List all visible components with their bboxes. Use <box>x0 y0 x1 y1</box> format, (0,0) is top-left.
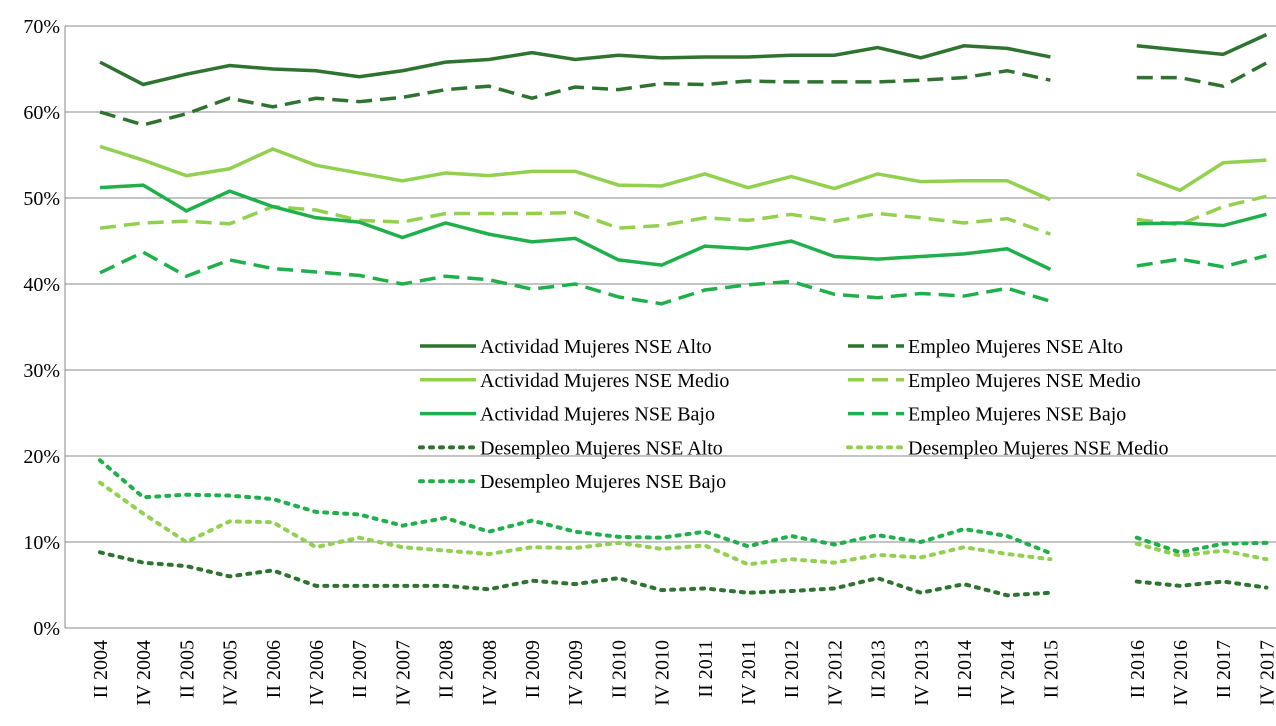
series-line <box>99 194 1267 236</box>
x-tick-label: II 2010 <box>608 640 630 698</box>
series-line <box>98 480 1269 567</box>
x-tick-label: II 2015 <box>1040 640 1062 698</box>
series-line <box>99 61 1268 127</box>
x-tick-label: II 2012 <box>781 640 803 698</box>
legend-label: Actividad Mujeres NSE Bajo <box>480 404 715 426</box>
x-tick-label: II 2013 <box>868 640 890 698</box>
x-tick-label: IV 2005 <box>220 640 242 706</box>
legend-label: Empleo Mujeres NSE Bajo <box>908 404 1126 426</box>
x-tick-label: IV 2014 <box>997 640 1019 706</box>
legend-label: Desempleo Mujeres NSE Alto <box>480 437 723 459</box>
x-tick-label: IV 2013 <box>911 640 933 706</box>
x-tick-label: IV 2008 <box>479 640 501 706</box>
x-tick-label: II 2009 <box>522 640 544 698</box>
x-tick-label: IV 2004 <box>133 640 155 706</box>
x-tick-label: IV 2011 <box>738 640 760 705</box>
y-tick-label: 20% <box>23 446 60 468</box>
series-line <box>98 458 1269 556</box>
legend-label: Desempleo Mujeres NSE Medio <box>908 437 1169 459</box>
x-tick-label: II 2014 <box>954 640 976 698</box>
y-tick-label: 40% <box>23 274 60 296</box>
x-tick-label: II 2007 <box>349 640 371 698</box>
legend-label: Desempleo Mujeres NSE Bajo <box>480 471 726 493</box>
x-tick-label: IV 2017 <box>1256 640 1276 706</box>
series-line <box>98 550 1269 598</box>
series-line <box>99 144 1267 202</box>
legend-label: Empleo Mujeres NSE Medio <box>908 370 1141 392</box>
legend-label: Actividad Mujeres NSE Medio <box>480 370 729 392</box>
y-tick-label: 0% <box>33 618 60 640</box>
y-tick-label: 10% <box>23 532 60 554</box>
series-line <box>99 183 1267 271</box>
y-tick-label: 70% <box>23 16 60 38</box>
x-tick-label: IV 2007 <box>392 640 414 706</box>
x-tick-label: II 2004 <box>90 640 112 698</box>
x-tick-label: IV 2012 <box>824 640 846 706</box>
x-tick-label: II 2017 <box>1213 640 1235 698</box>
x-tick-label: II 2016 <box>1127 640 1149 698</box>
x-tick-label: II 2008 <box>436 640 458 698</box>
legend-label: Empleo Mujeres NSE Alto <box>908 336 1123 358</box>
x-tick-label: IV 2009 <box>565 640 587 706</box>
y-tick-label: 60% <box>23 102 60 124</box>
series-line <box>99 33 1268 87</box>
x-tick-label: II 2005 <box>176 640 198 698</box>
x-tick-label: IV 2010 <box>652 640 674 706</box>
x-tick-label: II 2011 <box>695 640 717 698</box>
y-tick-label: 50% <box>23 188 60 210</box>
x-tick-label: IV 2006 <box>306 640 328 706</box>
x-tick-label: II 2006 <box>263 640 285 698</box>
legend-label: Actividad Mujeres NSE Alto <box>480 336 712 358</box>
y-tick-label: 30% <box>23 360 60 382</box>
x-tick-label: IV 2016 <box>1170 640 1192 706</box>
series-line <box>99 250 1267 306</box>
